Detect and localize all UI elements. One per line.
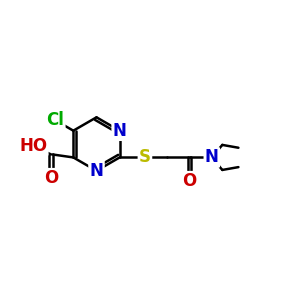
Text: N: N [90,162,104,180]
Text: O: O [44,169,58,187]
Text: Cl: Cl [46,111,64,129]
Text: S: S [139,148,151,166]
Text: O: O [182,172,197,190]
Text: N: N [113,122,127,140]
Text: HO: HO [19,136,47,154]
Text: N: N [205,148,219,166]
